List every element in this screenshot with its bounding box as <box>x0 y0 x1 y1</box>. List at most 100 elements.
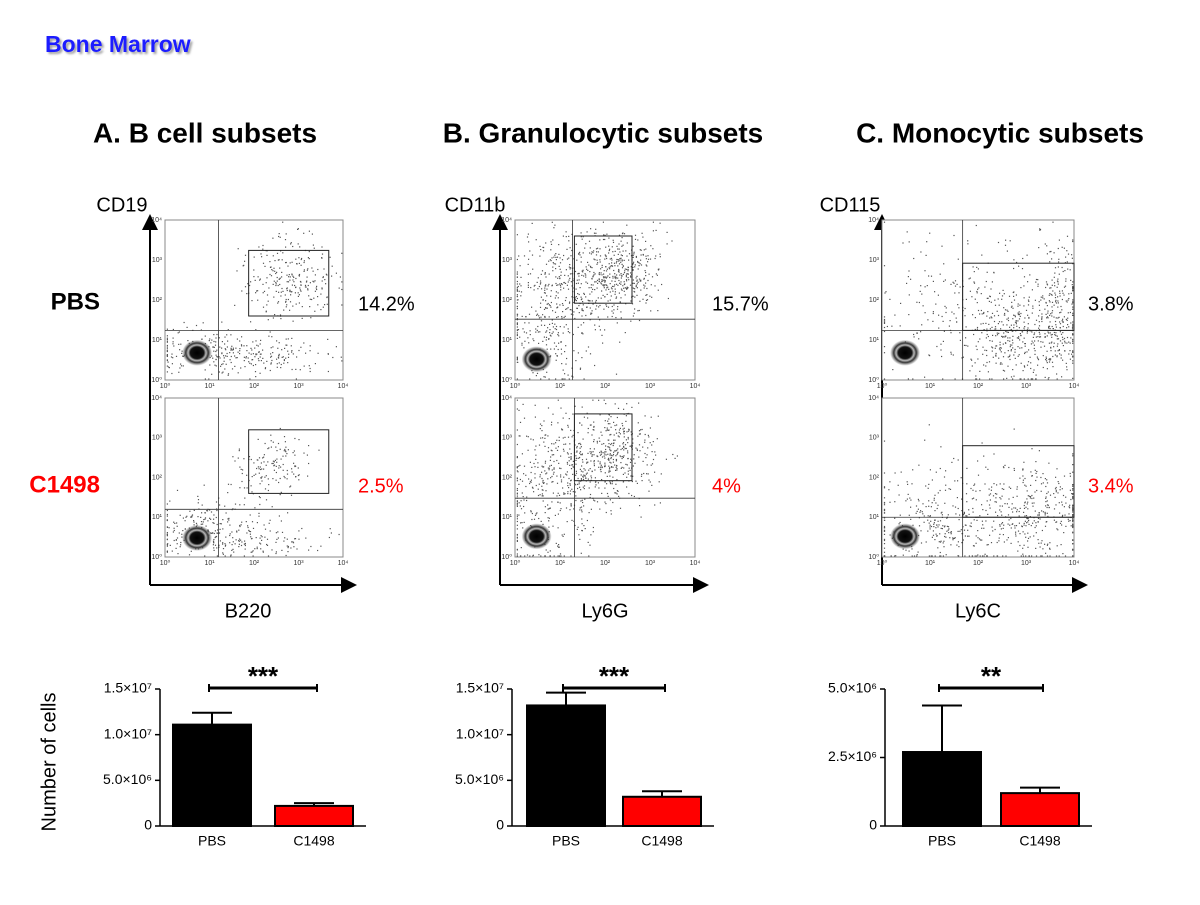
event-dot <box>577 293 579 295</box>
event-dot <box>982 346 984 348</box>
event-dot <box>938 541 940 543</box>
event-dot <box>179 349 181 351</box>
event-dot <box>981 442 983 444</box>
event-dot <box>1069 475 1071 477</box>
event-dot <box>323 268 325 270</box>
event-dot <box>612 241 615 243</box>
event-dot <box>965 344 967 347</box>
event-dot <box>941 245 943 247</box>
event-dot <box>265 499 268 501</box>
event-dot <box>1072 286 1074 288</box>
event-dot <box>957 258 959 260</box>
event-dot <box>1003 524 1005 526</box>
event-dot <box>1061 376 1063 378</box>
event-dot <box>1054 354 1056 356</box>
event-dot <box>992 495 995 497</box>
event-dot <box>618 495 620 497</box>
gate <box>573 413 633 482</box>
event-dot <box>282 356 284 358</box>
event-dot <box>571 296 573 298</box>
event-dot <box>544 555 546 557</box>
event-dot <box>259 466 261 468</box>
event-dot <box>201 504 203 506</box>
event-dot <box>603 308 605 310</box>
event-dot <box>624 270 626 272</box>
event-dot <box>220 523 222 525</box>
flow-x-tick-label: 10⁰ <box>877 559 888 567</box>
event-dot <box>166 340 168 342</box>
event-dot <box>272 460 274 462</box>
event-dot <box>584 498 586 500</box>
event-dot <box>547 551 549 553</box>
event-dot <box>554 514 556 516</box>
event-dot <box>617 490 619 492</box>
event-dot <box>260 548 262 550</box>
event-dot <box>1064 514 1066 516</box>
bar <box>622 795 702 827</box>
event-dot <box>244 548 246 550</box>
event-dot <box>999 525 1001 527</box>
event-dot <box>585 296 587 298</box>
event-dot <box>1046 504 1049 506</box>
event-dot <box>1005 335 1007 337</box>
event-dot <box>1020 378 1022 380</box>
event-dot <box>908 314 910 316</box>
event-dot <box>558 276 560 278</box>
event-dot <box>217 532 219 534</box>
event-dot <box>1017 530 1020 532</box>
event-dot <box>212 532 214 534</box>
event-dot <box>624 283 626 285</box>
event-dot <box>951 461 953 463</box>
event-dot <box>227 374 229 376</box>
event-dot <box>242 469 244 471</box>
event-dot <box>1030 525 1032 527</box>
event-dot <box>982 322 984 325</box>
event-dot <box>516 326 518 328</box>
event-dot <box>516 492 518 494</box>
event-dot <box>297 243 299 245</box>
event-dot <box>284 448 286 451</box>
event-dot <box>557 446 559 448</box>
event-dot <box>544 292 546 294</box>
event-dot <box>1046 482 1049 484</box>
event-dot <box>644 415 646 417</box>
event-dot <box>264 528 267 530</box>
event-dot <box>638 262 640 264</box>
event-dot <box>583 468 585 470</box>
event-dot <box>234 543 236 545</box>
event-dot <box>1018 314 1020 316</box>
event-dot <box>262 262 265 264</box>
event-dot <box>331 265 333 267</box>
event-dot <box>1013 327 1015 329</box>
event-dot <box>633 312 635 314</box>
event-dot <box>972 489 974 491</box>
event-dot <box>197 502 199 504</box>
event-dot <box>925 506 927 508</box>
event-dot <box>623 408 625 410</box>
event-dot <box>575 300 577 302</box>
event-dot <box>1000 362 1002 364</box>
event-dot <box>215 536 217 538</box>
flow-y-tick-label: 10⁴ <box>151 395 162 402</box>
event-dot <box>632 279 634 281</box>
event-dot <box>958 307 960 309</box>
event-dot <box>287 545 289 548</box>
event-dot <box>883 326 886 329</box>
event-dot <box>646 299 649 301</box>
event-dot <box>578 443 580 445</box>
event-dot <box>532 439 534 441</box>
event-dot <box>606 429 608 431</box>
event-dot <box>1015 531 1017 533</box>
event-dot <box>596 287 598 289</box>
event-dot <box>964 535 966 537</box>
event-dot <box>271 269 273 271</box>
event-dot <box>620 283 622 285</box>
event-dot <box>1015 321 1017 323</box>
event-dot <box>1055 332 1057 334</box>
event-dot <box>975 345 977 347</box>
event-dot <box>589 424 591 426</box>
event-dot <box>584 469 586 471</box>
event-dot <box>272 346 274 348</box>
event-dot <box>1072 464 1074 466</box>
event-dot <box>1072 301 1074 303</box>
